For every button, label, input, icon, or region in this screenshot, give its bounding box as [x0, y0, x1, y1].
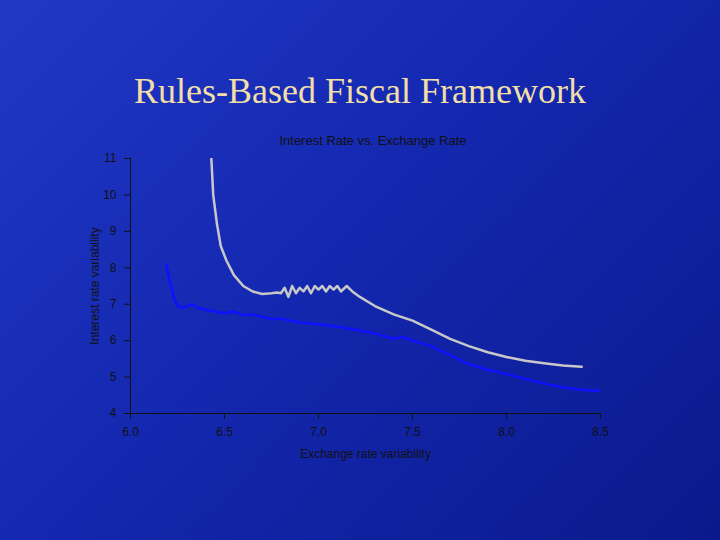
- svg-text:Exchange rate variability: Exchange rate variability: [300, 447, 431, 461]
- svg-text:6.0: 6.0: [122, 425, 139, 439]
- svg-text:11: 11: [104, 151, 117, 165]
- svg-text:8.0: 8.0: [498, 425, 515, 439]
- svg-text:5: 5: [110, 370, 117, 384]
- svg-text:8.5: 8.5: [592, 425, 609, 439]
- html-text:Rules-Based Fiscal Framework: Rules-Based Fiscal Framework: [134, 71, 586, 111]
- svg-text:7.0: 7.0: [310, 425, 327, 439]
- svg-text:8: 8: [110, 261, 117, 275]
- svg-text:7: 7: [110, 297, 117, 311]
- svg-text:10: 10: [103, 188, 117, 202]
- svg-text:4: 4: [110, 406, 117, 420]
- svg-text:7.5: 7.5: [404, 425, 421, 439]
- svg-text:Interest rate variability: Interest rate variability: [88, 227, 102, 344]
- html-text:Interest Rate vs. Exchange Rat: Interest Rate vs. Exchange Rate: [279, 133, 467, 148]
- svg-text:9: 9: [110, 224, 117, 238]
- svg-text:6.5: 6.5: [216, 425, 233, 439]
- svg-text:6: 6: [110, 333, 117, 347]
